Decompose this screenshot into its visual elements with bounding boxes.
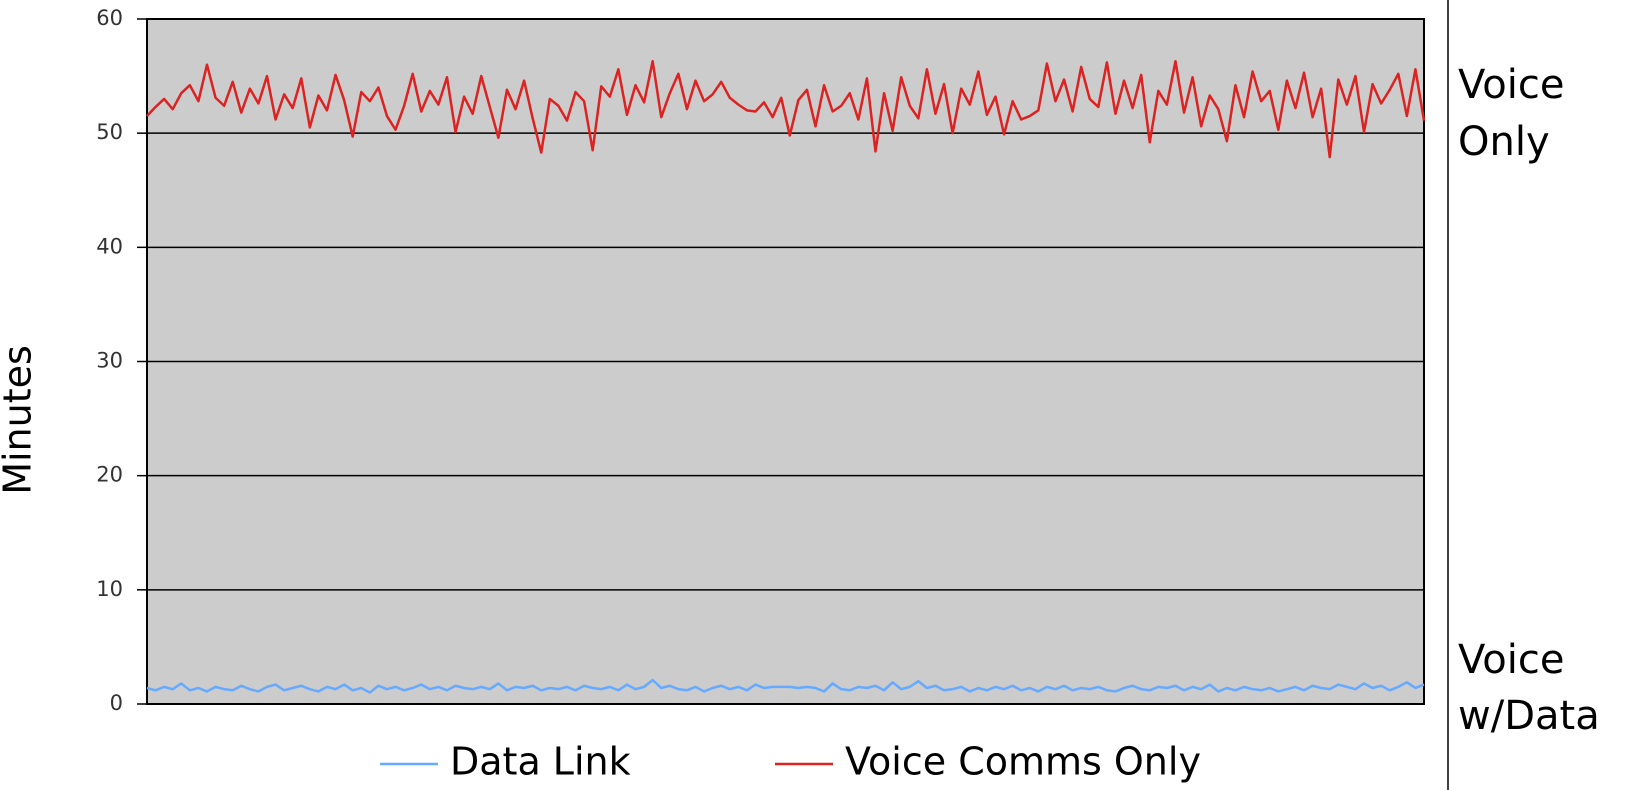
y-tick-label: 50 bbox=[96, 120, 123, 144]
y-tick-label: 0 bbox=[110, 691, 123, 715]
annotation: Only bbox=[1458, 119, 1550, 165]
y-tick-label: 10 bbox=[96, 577, 123, 601]
y-tick-label: 60 bbox=[96, 6, 123, 30]
annotation: w/Data bbox=[1458, 693, 1600, 739]
annotation: Voice bbox=[1458, 637, 1564, 683]
annotation: Voice bbox=[1458, 62, 1564, 108]
y-axis-label: Minutes bbox=[0, 345, 40, 495]
legend-label: Data Link bbox=[450, 740, 631, 784]
data-line bbox=[146, 678, 1425, 694]
y-tick-label: 40 bbox=[96, 234, 123, 258]
data-line bbox=[146, 59, 1426, 159]
legend-label: Voice Comms Only bbox=[845, 740, 1201, 784]
plot-frame bbox=[146, 18, 1425, 705]
y-tick-label: 20 bbox=[96, 463, 123, 487]
y-tick-label: 30 bbox=[96, 349, 123, 373]
